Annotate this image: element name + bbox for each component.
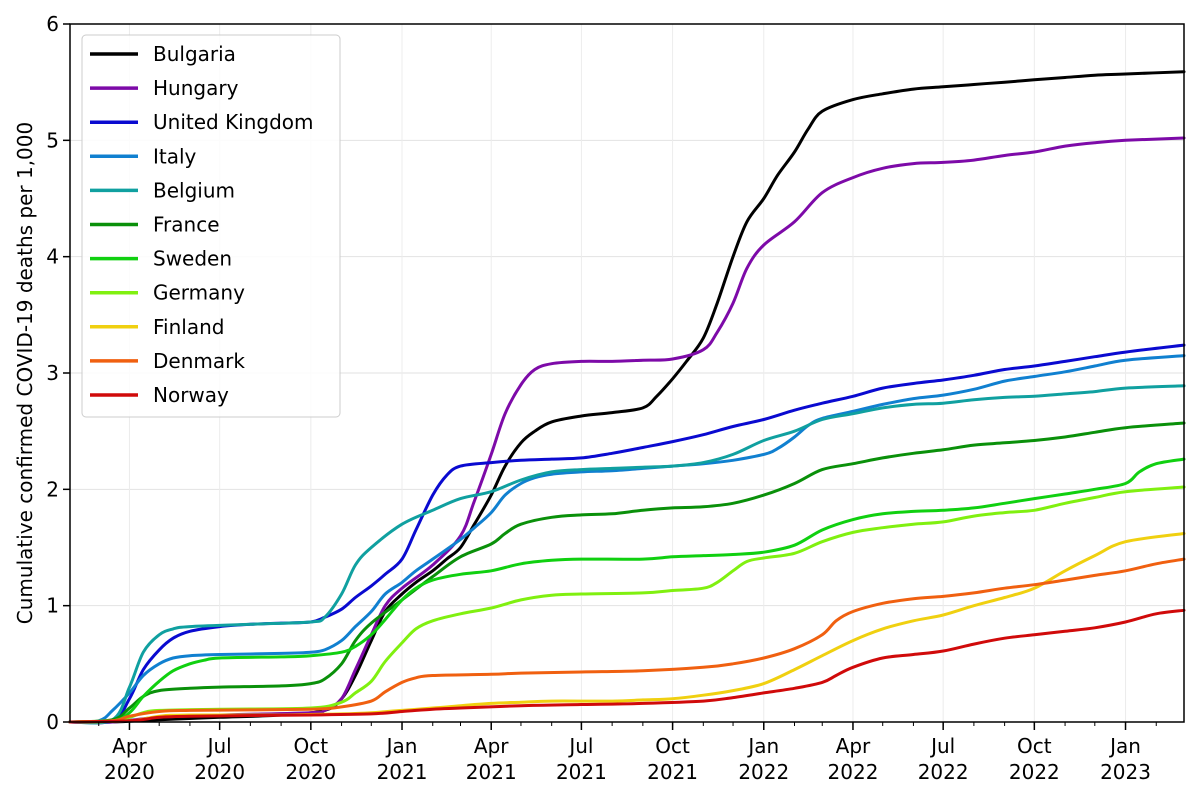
series-line-finland bbox=[68, 532, 1186, 724]
legend-label-germany: Germany bbox=[153, 281, 245, 305]
x-tick-label-year: 2022 bbox=[738, 760, 789, 784]
series-line-italy bbox=[68, 354, 1186, 724]
legend-label-italy: Italy bbox=[153, 144, 197, 168]
x-tick-label-month: Jan bbox=[746, 734, 779, 758]
x-tick-label-year: 2020 bbox=[194, 760, 245, 784]
y-tick-label: 3 bbox=[46, 361, 59, 385]
x-tick-label-year: 2020 bbox=[104, 760, 155, 784]
x-tick-label-month: Oct bbox=[655, 734, 690, 758]
x-tick-label-month: Jan bbox=[1108, 734, 1141, 758]
x-tick-label-month: Oct bbox=[1017, 734, 1052, 758]
y-axis-label: Cumulative confirmed COVID-19 deaths per… bbox=[13, 122, 37, 624]
legend-label-finland: Finland bbox=[153, 315, 224, 339]
x-tick-label-month: Oct bbox=[294, 734, 329, 758]
series-line-hungary bbox=[68, 136, 1186, 724]
x-tick-label-month: Apr bbox=[474, 734, 509, 758]
legend-label-hungary: Hungary bbox=[153, 76, 239, 100]
x-tick-label-year: 2021 bbox=[647, 760, 698, 784]
y-tick-label: 0 bbox=[46, 710, 59, 734]
series-lines bbox=[68, 70, 1186, 725]
series-line-bulgaria bbox=[68, 70, 1186, 724]
legend-label-united-kingdom: United Kingdom bbox=[153, 110, 314, 134]
x-tick-label-year: 2023 bbox=[1100, 760, 1151, 784]
x-tick-label-month: Apr bbox=[112, 734, 147, 758]
series-line-denmark bbox=[68, 557, 1186, 724]
legend: Bulgaria Hungary United Kingdom Italy Belgiu… bbox=[81, 34, 341, 418]
y-tick-label: 4 bbox=[46, 245, 59, 269]
legend-label-belgium: Belgium bbox=[153, 178, 235, 202]
x-tick-label-month: Apr bbox=[836, 734, 871, 758]
series-line-belgium bbox=[68, 384, 1186, 725]
x-tick-label-year: 2022 bbox=[918, 760, 969, 784]
legend-label-bulgaria: Bulgaria bbox=[153, 42, 236, 66]
legend-box bbox=[81, 34, 341, 418]
x-tick-label-year: 2020 bbox=[285, 760, 336, 784]
y-tick-label: 1 bbox=[46, 594, 59, 618]
x-tick-label-month: Jan bbox=[385, 734, 418, 758]
legend-label-norway: Norway bbox=[153, 383, 229, 407]
x-tick-label-year: 2021 bbox=[377, 760, 428, 784]
x-tick-label-month: Jul bbox=[567, 734, 593, 758]
x-tick-label-month: Jul bbox=[929, 734, 955, 758]
x-tick-label-year: 2021 bbox=[466, 760, 517, 784]
legend-label-sweden: Sweden bbox=[153, 247, 232, 271]
axes: 0123456Apr2020Jul2020Oct2020Jan2021Apr20… bbox=[46, 12, 1157, 784]
y-tick-label: 2 bbox=[46, 477, 59, 501]
x-tick-label-year: 2022 bbox=[828, 760, 879, 784]
x-tick-label-month: Jul bbox=[206, 734, 232, 758]
y-tick-label: 6 bbox=[46, 12, 59, 36]
x-tick-label-year: 2022 bbox=[1009, 760, 1060, 784]
legend-label-france: France bbox=[153, 213, 220, 237]
series-line-sweden bbox=[68, 457, 1186, 724]
series-line-france bbox=[68, 421, 1186, 724]
x-tick-label-year: 2021 bbox=[556, 760, 607, 784]
y-tick-label: 5 bbox=[46, 128, 59, 152]
series-line-norway bbox=[68, 608, 1186, 724]
legend-label-denmark: Denmark bbox=[153, 349, 245, 373]
